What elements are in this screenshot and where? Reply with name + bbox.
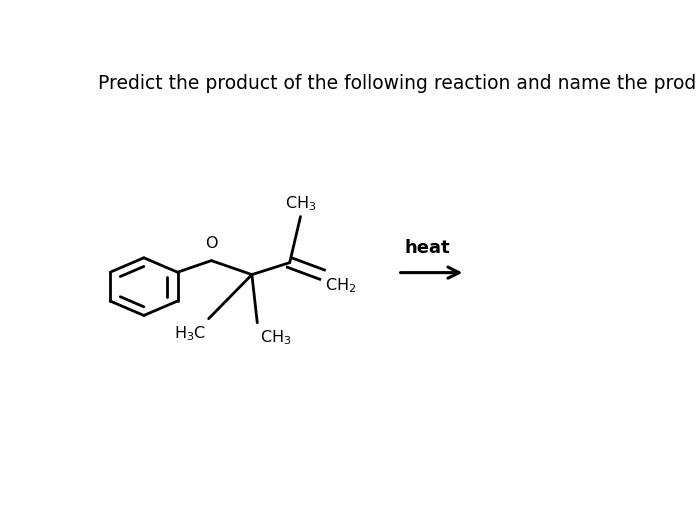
Text: $\mathregular{CH_3}$: $\mathregular{CH_3}$ xyxy=(260,329,291,347)
Text: $\mathregular{CH_2}$: $\mathregular{CH_2}$ xyxy=(325,277,356,295)
Text: O: O xyxy=(205,236,217,251)
Text: Predict the product of the following reaction and name the product: Predict the product of the following rea… xyxy=(98,74,697,94)
Text: $\mathregular{H_3C}$: $\mathregular{H_3C}$ xyxy=(174,324,206,343)
Text: $\mathregular{CH_3}$: $\mathregular{CH_3}$ xyxy=(285,194,316,213)
Text: heat: heat xyxy=(405,239,450,256)
